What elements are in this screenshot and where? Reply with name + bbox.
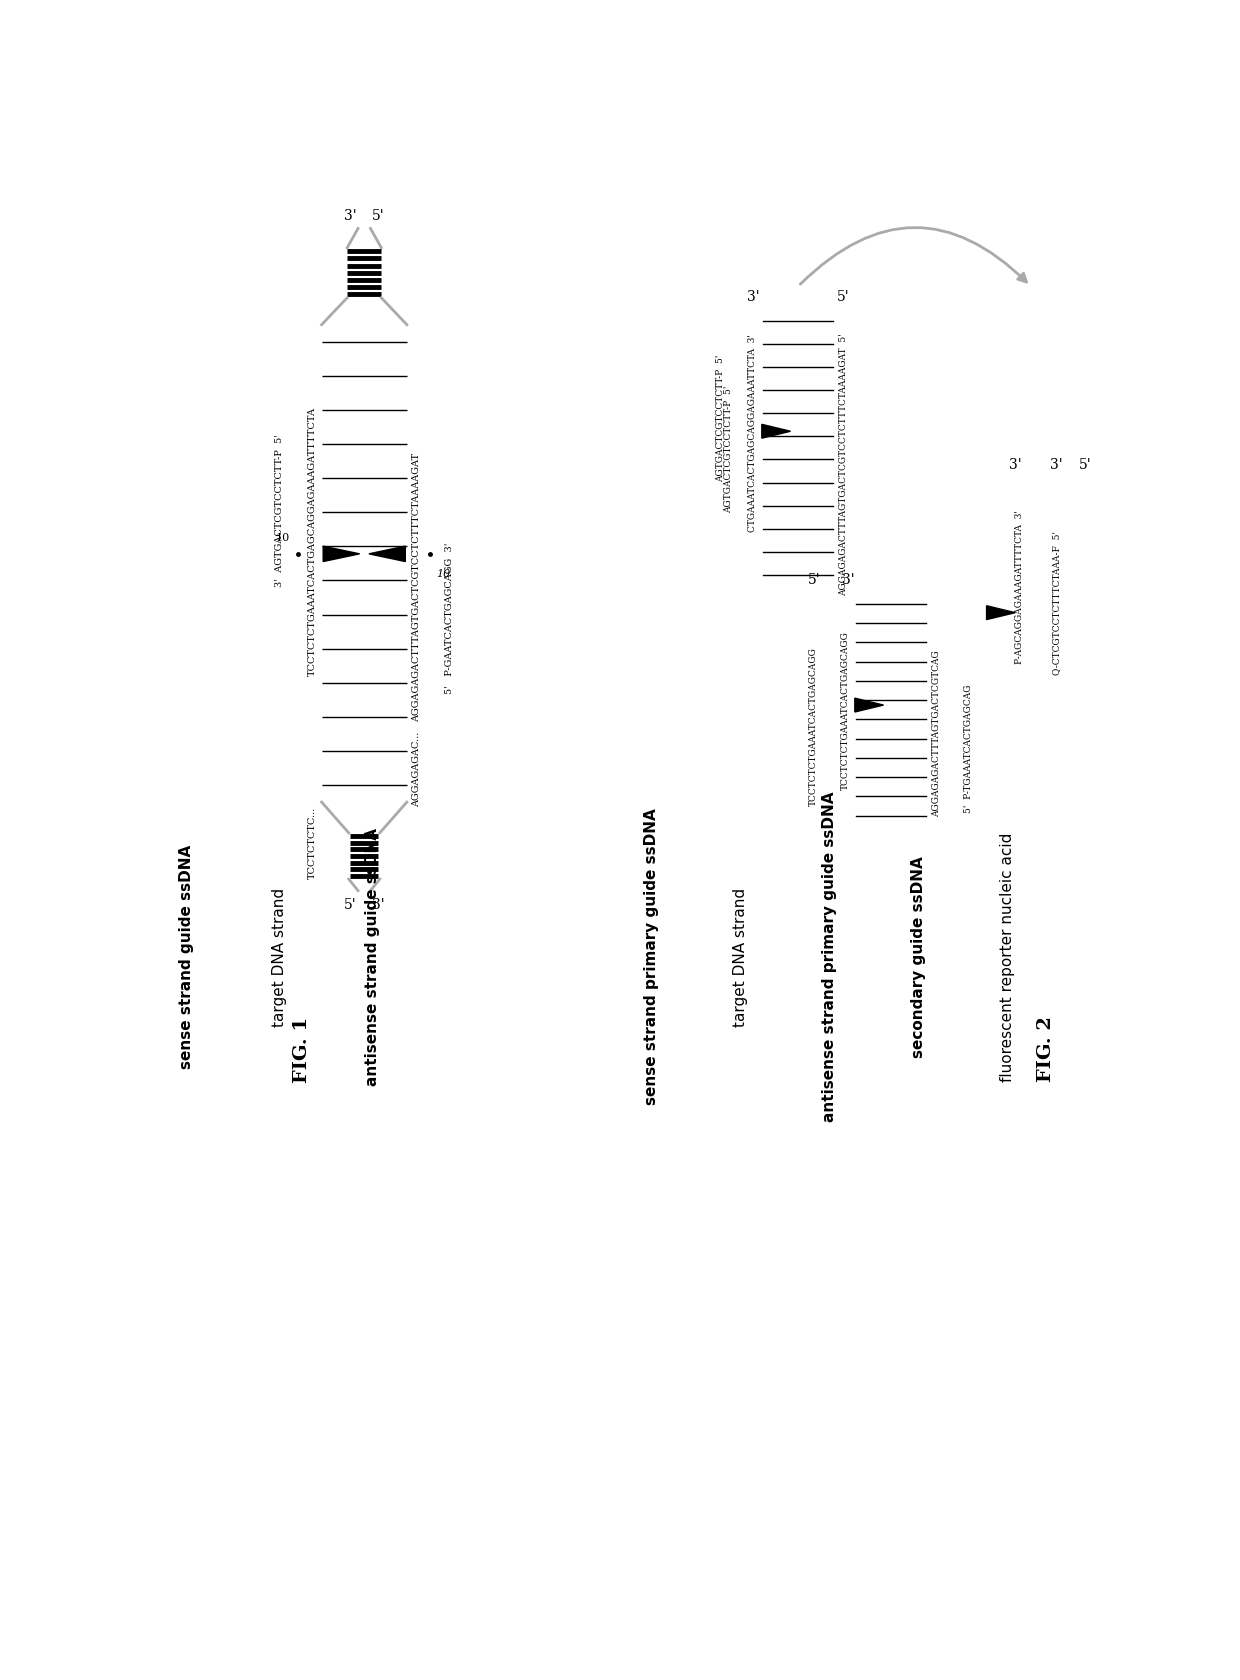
Text: 10: 10: [275, 533, 290, 543]
Text: target DNA strand: target DNA strand: [272, 887, 286, 1026]
Polygon shape: [370, 546, 405, 563]
Text: 3': 3': [746, 291, 759, 304]
Text: 5'  P-TGAAATCACTGAGCAG: 5' P-TGAAATCACTGAGCAG: [965, 684, 973, 813]
FancyArrowPatch shape: [800, 228, 1027, 286]
Text: TCCTCTCTGAAATCACTGAGCAGGAGAAAGATTTTCTA: TCCTCTCTGAAATCACTGAGCAGGAGAAAGATTTTCTA: [308, 407, 317, 675]
Text: fluorescent reporter nucleic acid: fluorescent reporter nucleic acid: [1001, 832, 1016, 1082]
Text: 5': 5': [837, 291, 849, 304]
Text: AGTGACTCGTCCTCTT-P  5': AGTGACTCGTCCTCTT-P 5': [717, 354, 725, 482]
Polygon shape: [987, 606, 1016, 620]
Text: 5'   P-GAATCACTGAGCAGG  3': 5' P-GAATCACTGAGCAGG 3': [445, 543, 454, 694]
Text: sense strand guide ssDNA: sense strand guide ssDNA: [179, 845, 193, 1068]
Text: 5': 5': [372, 208, 384, 223]
Text: 5': 5': [1079, 457, 1091, 472]
Text: 3': 3': [343, 208, 357, 223]
Text: FIG. 2: FIG. 2: [1037, 1016, 1055, 1082]
Text: TCCTCTCTC...: TCCTCTCTC...: [308, 806, 317, 879]
Text: 5': 5': [343, 897, 357, 911]
Text: 3': 3': [372, 897, 384, 911]
Text: 3': 3': [1009, 457, 1022, 472]
Polygon shape: [761, 425, 791, 438]
Polygon shape: [854, 699, 883, 712]
Text: 3': 3': [842, 573, 854, 586]
Text: AGGAGAGACTTTAGTGACTCGTCCTCTTTCTAAAAGAT: AGGAGAGACTTTAGTGACTCGTCCTCTTTCTAAAAGAT: [412, 452, 420, 722]
Text: TCCTCTCTGAAATCACTGAGCAGG: TCCTCTCTGAAATCACTGAGCAGG: [810, 647, 818, 805]
Text: CTGAAATCACTGAGCAGGAGAAATTCTA  3': CTGAAATCACTGAGCAGGAGAAATTCTA 3': [748, 334, 758, 533]
Text: antisense strand primary guide ssDNA: antisense strand primary guide ssDNA: [822, 791, 837, 1122]
Text: secondary guide ssDNA: secondary guide ssDNA: [911, 855, 926, 1057]
Text: 3': 3': [1050, 457, 1063, 472]
Polygon shape: [324, 546, 360, 563]
Text: AGGAGAGACTTTAGTGACTCGTCCTCTTTCTAAAAGAT  5': AGGAGAGACTTTAGTGACTCGTCCTCTTTCTAAAAGAT 5…: [839, 333, 848, 595]
Text: AGGAGAGACTTTAGTGACTCGTCAG: AGGAGAGACTTTAGTGACTCGTCAG: [932, 650, 941, 816]
Text: 5': 5': [807, 573, 820, 586]
Text: FIG. 1: FIG. 1: [293, 1016, 311, 1082]
Text: 3'  AGTGACTCGTCCTCTT-P  5': 3' AGTGACTCGTCCTCTT-P 5': [274, 433, 284, 586]
Text: P-AGCAGGAGAAAGATTTTCTA  3': P-AGCAGGAGAAAGATTTTCTA 3': [1014, 511, 1024, 664]
Text: TCCTCTCTGAAATCACTGAGCAGG: TCCTCTCTGAAATCACTGAGCAGG: [841, 632, 851, 790]
Text: AGGAGAGAC...: AGGAGAGAC...: [412, 731, 420, 806]
Text: 10: 10: [436, 568, 450, 578]
Text: AGTGACTCGTCCTCTT-P  5': AGTGACTCGTCCTCTT-P 5': [724, 385, 733, 512]
Text: Q-CTCGTCCTCTTTCTAAA-F  5': Q-CTCGTCCTCTTTCTAAA-F 5': [1052, 531, 1061, 674]
Text: antisense strand guide ssDNA: antisense strand guide ssDNA: [365, 828, 379, 1085]
Text: sense strand primary guide ssDNA: sense strand primary guide ssDNA: [644, 808, 658, 1105]
Text: target DNA strand: target DNA strand: [733, 887, 748, 1026]
